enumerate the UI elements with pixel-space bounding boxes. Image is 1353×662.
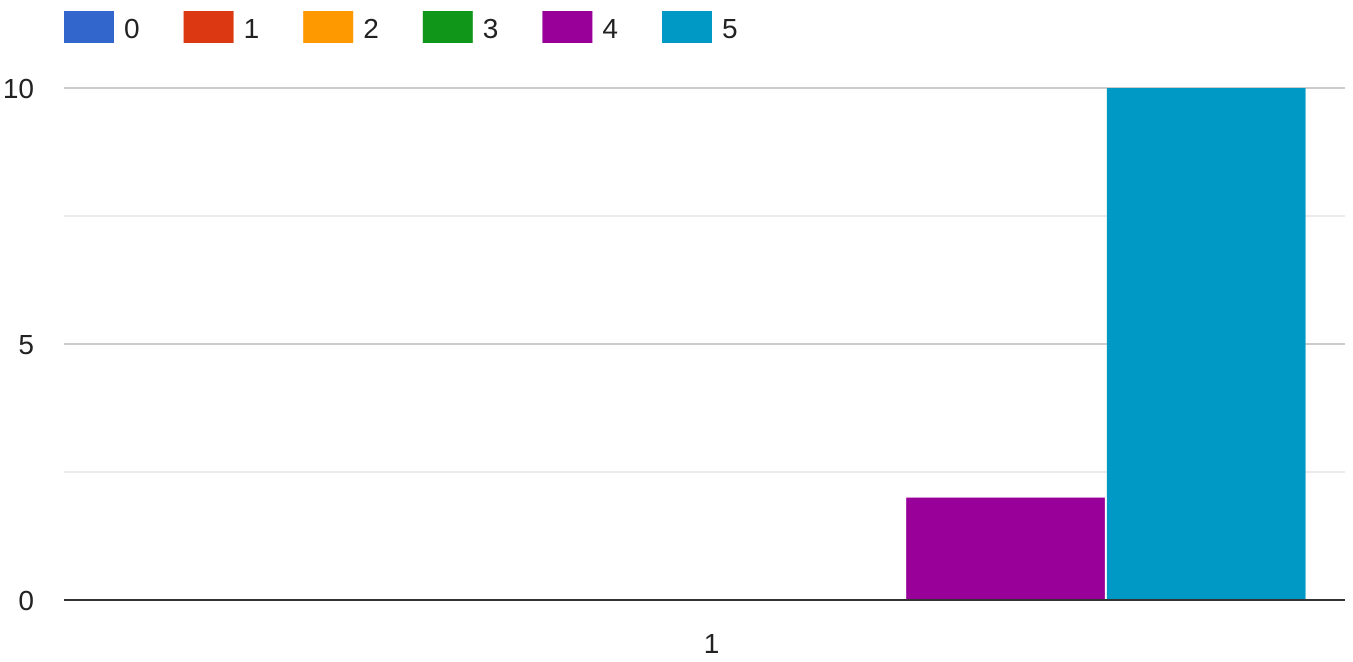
y-tick-label: 0: [18, 585, 34, 616]
legend-label-4: 4: [602, 13, 618, 44]
y-tick-label: 10: [3, 73, 34, 104]
bar-series-4: [906, 497, 1105, 600]
axes: 0 5 10 1: [3, 73, 1345, 659]
y-tick-label: 5: [18, 329, 34, 360]
legend-label-1: 1: [244, 13, 260, 44]
legend: 0 1 2 3 4 5: [64, 11, 738, 44]
legend-swatch-5: [662, 11, 712, 43]
legend-label-5: 5: [722, 13, 738, 44]
legend-swatch-0: [64, 11, 114, 43]
legend-swatch-4: [542, 11, 593, 43]
legend-label-3: 3: [483, 13, 499, 44]
legend-label-0: 0: [124, 13, 140, 44]
bar-series-5: [1106, 88, 1306, 600]
legend-swatch-1: [183, 11, 234, 43]
legend-label-2: 2: [363, 13, 379, 44]
legend-swatch-2: [303, 11, 354, 43]
legend-swatch-3: [422, 11, 473, 43]
x-tick-label: 1: [704, 628, 720, 659]
bars: [906, 88, 1306, 600]
